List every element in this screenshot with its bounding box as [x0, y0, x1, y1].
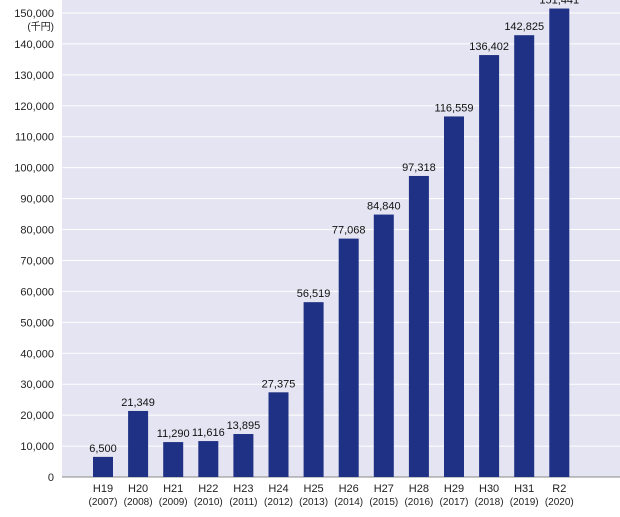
x-tick-label: H30 — [479, 483, 499, 495]
bar — [479, 55, 500, 478]
x-tick-label: H28 — [409, 483, 429, 495]
x-tick-label: H25 — [304, 483, 324, 495]
bar — [198, 441, 219, 477]
x-tick-year-label: (2010) — [194, 497, 223, 508]
x-tick-year-label: (2011) — [229, 497, 257, 508]
bar-value-label: 151,441 — [539, 0, 579, 7]
bar-value-label: 142,825 — [504, 21, 544, 33]
x-tick-label: H24 — [268, 483, 288, 495]
bar-value-label: 21,349 — [121, 397, 155, 409]
x-tick-year-label: (2016) — [404, 497, 433, 508]
bars — [93, 8, 570, 478]
x-tick-year-label: (2020) — [545, 497, 574, 508]
bar-value-label: 116,559 — [435, 102, 474, 114]
x-tick-label: H31 — [514, 483, 534, 495]
x-tick-year-label: (2013) — [299, 497, 328, 508]
y-tick-label: 110,000 — [15, 132, 54, 144]
x-tick-year-label: (2015) — [369, 497, 398, 508]
y-tick-label: 90,000 — [20, 194, 54, 206]
bar-value-label: 77,068 — [332, 225, 366, 237]
bar — [233, 434, 254, 477]
x-tick-label: H21 — [163, 483, 183, 495]
bar — [549, 8, 570, 477]
y-tick-label: 40,000 — [20, 348, 54, 360]
bar-value-label: 13,895 — [227, 420, 261, 432]
x-tick-label: H22 — [198, 483, 218, 495]
x-tick-year-label: (2018) — [475, 497, 504, 508]
y-tick-label: 0 — [48, 472, 54, 484]
y-tick-label: 50,000 — [20, 317, 54, 329]
y-tick-label: 120,000 — [14, 101, 54, 113]
bar — [373, 214, 394, 478]
bar-value-label: 6,500 — [89, 443, 117, 455]
x-tick-year-label: (2012) — [264, 497, 293, 508]
x-tick-label: H27 — [374, 483, 394, 495]
y-tick-label: 80,000 — [20, 225, 54, 237]
bar — [408, 175, 429, 477]
y-tick-label: 140,000 — [14, 39, 54, 51]
bar-value-label: 11,616 — [192, 427, 225, 439]
y-tick-label: 70,000 — [20, 255, 54, 267]
x-tick-label: H20 — [128, 483, 148, 495]
y-tick-label: 60,000 — [20, 286, 54, 298]
x-tick-year-label: (2019) — [510, 497, 539, 508]
x-tick-year-label: (2008) — [124, 497, 153, 508]
x-tick-label: H23 — [233, 483, 253, 495]
bar — [514, 35, 535, 477]
x-tick-year-label: (2009) — [159, 497, 188, 508]
bar — [93, 456, 113, 477]
y-tick-label: 30,000 — [20, 379, 54, 391]
bar — [303, 302, 324, 477]
y-axis-unit-label: (千円) — [27, 21, 54, 33]
bar-value-label: 11,290 — [157, 428, 190, 440]
bar — [268, 392, 289, 477]
x-tick-label: R2 — [552, 483, 566, 495]
x-tick-label: H26 — [339, 483, 359, 495]
x-tick-year-label: (2014) — [334, 497, 363, 508]
y-axis: 0 10,000 20,000 30,000 40,000 50,000 60,000 70,… — [14, 8, 54, 484]
x-tick-label: H29 — [444, 483, 464, 495]
y-tick-label: 100,000 — [14, 163, 54, 175]
bar — [163, 442, 184, 477]
bar — [338, 238, 359, 477]
y-tick-label: 130,000 — [14, 70, 54, 82]
y-tick-label: 10,000 — [20, 441, 54, 453]
x-axis: H19 (2007) H20 (2008) H21 (2009) H22 (2010) H23 (… — [89, 483, 574, 508]
bar-value-label: 84,840 — [367, 201, 401, 213]
y-tick-label: 20,000 — [20, 410, 54, 422]
bar-value-label: 97,318 — [402, 162, 436, 174]
bar-value-label: 56,519 — [297, 288, 331, 300]
bar-value-label: 136,402 — [469, 41, 509, 53]
bar — [128, 410, 149, 477]
x-tick-year-label: (2017) — [440, 497, 469, 508]
bar — [444, 116, 464, 478]
x-tick-year-label: (2007) — [89, 497, 118, 508]
y-tick-label: 150,000 — [14, 8, 54, 20]
x-tick-label: H19 — [93, 483, 113, 495]
bar-value-label: 27,375 — [262, 378, 296, 390]
